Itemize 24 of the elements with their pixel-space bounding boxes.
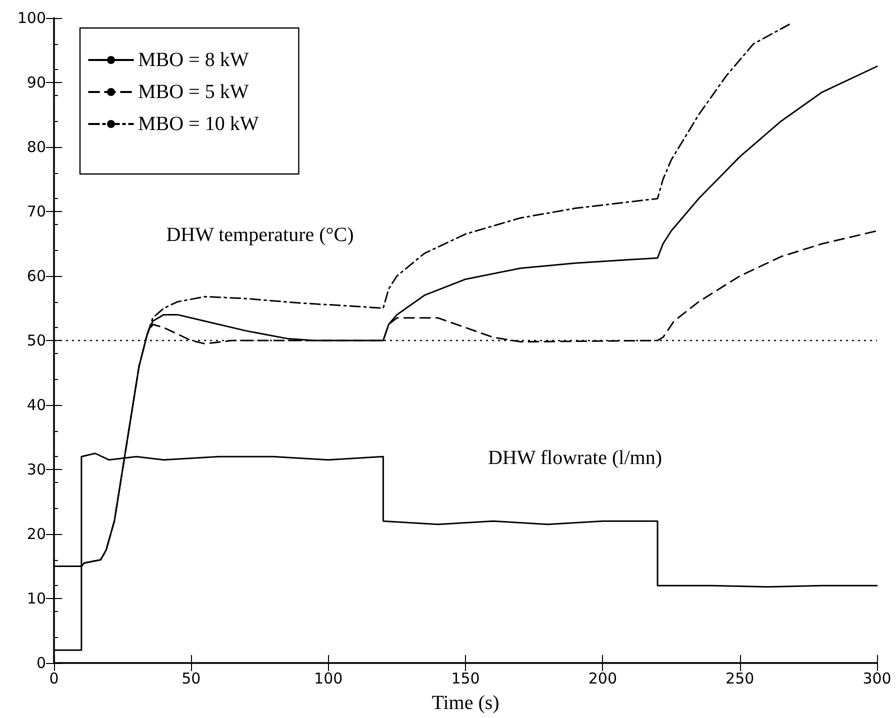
y-tick-label: 20 — [26, 525, 46, 543]
annotation: DHW temperature (°C) — [166, 224, 354, 246]
x-axis-title: Time (s) — [432, 692, 500, 714]
legend-label: MBO = 5 kW — [138, 81, 249, 103]
x-tick-label: 100 — [314, 670, 343, 688]
legend-label: MBO = 10 kW — [138, 113, 259, 135]
y-tick-label: 80 — [26, 138, 46, 156]
x-tick-label: 0 — [49, 670, 59, 688]
y-tick-label: 10 — [26, 590, 46, 608]
x-tick-label: 200 — [588, 670, 617, 688]
y-tick-label: 90 — [26, 74, 46, 92]
annotation: DHW flowrate (l/mn) — [488, 447, 662, 469]
x-tick-label: 300 — [862, 670, 892, 688]
y-tick-label: 100 — [17, 9, 46, 27]
y-tick-label: 60 — [26, 267, 46, 285]
legend-label: MBO = 8 kW — [138, 49, 249, 71]
y-tick-label: 40 — [26, 396, 46, 414]
x-tick-label: 250 — [726, 670, 754, 688]
y-tick-label: 70 — [26, 202, 46, 220]
y-tick-label: 0 — [36, 654, 46, 672]
y-tick-label: 50 — [26, 332, 46, 350]
x-tick-label: 50 — [182, 670, 201, 688]
y-tick-label: 30 — [26, 460, 46, 478]
x-tick-label: 150 — [451, 670, 480, 688]
